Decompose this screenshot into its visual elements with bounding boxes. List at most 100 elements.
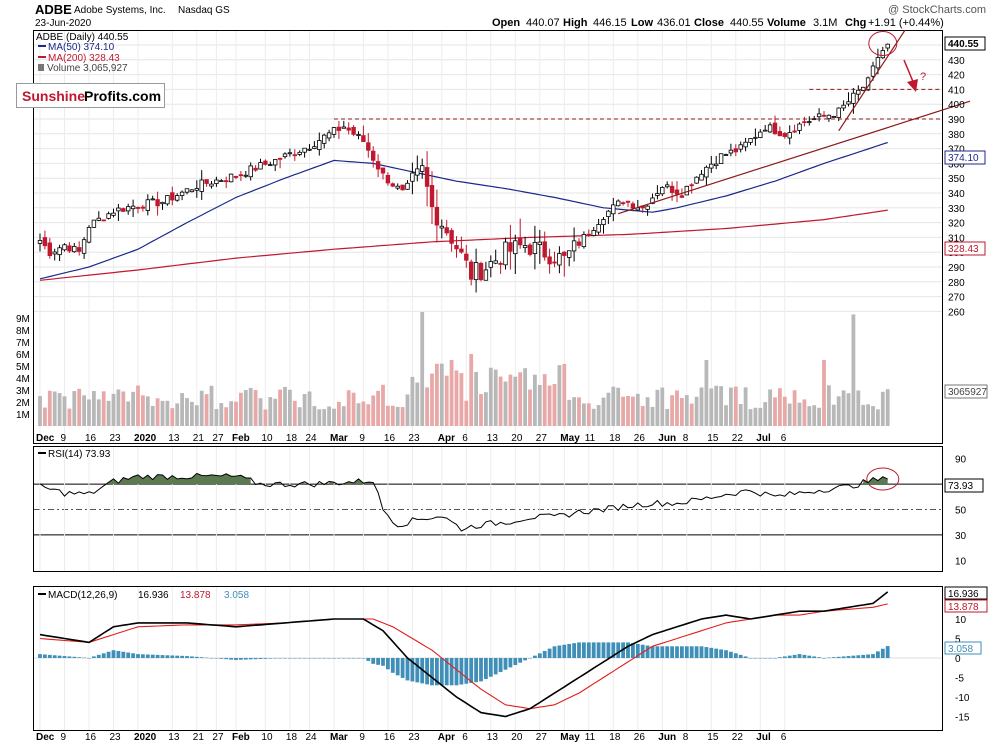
volume-bar: [101, 391, 106, 426]
candle-body: [91, 219, 97, 228]
macd-hist-bar: [611, 642, 616, 658]
volume-bar: [493, 369, 498, 426]
candle-body: [135, 207, 141, 209]
macd-hist-bar: [273, 658, 278, 659]
volume-bar: [430, 373, 434, 426]
macd-hist-bar: [729, 651, 733, 658]
macd-hist-bar: [400, 658, 405, 678]
macd-hist-bar: [552, 646, 557, 658]
volume-bar: [160, 400, 165, 426]
watermark: @ StockCharts.com: [888, 4, 986, 16]
volume-bar: [307, 391, 312, 426]
macd-hist-bar: [484, 658, 488, 680]
date-label-bottom: 23: [408, 732, 420, 743]
volume-bar: [488, 367, 493, 426]
volume-bar: [518, 372, 523, 426]
macd-hist-bar: [831, 657, 836, 658]
grid: [34, 31, 942, 730]
price-tick-label: 280: [948, 278, 965, 289]
date-label: 13: [168, 433, 180, 444]
macd-hist-bar: [283, 658, 287, 659]
candle-body: [302, 147, 307, 153]
candle-body: [591, 230, 596, 236]
macd-hist-bar: [738, 654, 743, 658]
hist-tag: 3.058: [948, 644, 973, 655]
date-label-bottom: 26: [634, 732, 646, 743]
macd-hist-bar: [229, 658, 233, 660]
volume-tick-label: 3M: [16, 386, 30, 397]
volume-bar: [111, 393, 116, 426]
candle-body: [586, 233, 591, 236]
candle-body: [277, 157, 283, 160]
macd-hist-bar: [190, 656, 194, 658]
ma200-tag-box: [944, 241, 986, 256]
macd-hist-bar: [596, 642, 601, 658]
macd-hist-bar: [351, 658, 356, 659]
macd-hist-bar: [185, 656, 189, 658]
date-label-bottom: Feb: [232, 732, 250, 743]
macd-hist-bar: [812, 656, 817, 658]
volume-bar: [346, 390, 351, 426]
support-trend-line: [618, 100, 971, 215]
volume-bar: [273, 398, 278, 426]
volume-bar: [439, 363, 444, 426]
candle-body: [581, 234, 587, 248]
price-tick-label: 400: [948, 100, 965, 111]
volume-bar: [621, 396, 625, 426]
candle-body: [454, 245, 459, 250]
candle-body: [821, 114, 827, 117]
macd-hist-bar: [96, 654, 101, 658]
candle-body: [650, 197, 655, 204]
volume-bar: [778, 388, 782, 426]
close-label: Close: [694, 17, 724, 29]
candle-body: [498, 262, 503, 265]
macd-hist-bar: [307, 658, 312, 659]
volume-bar: [841, 390, 846, 426]
volume-bar: [684, 395, 689, 426]
volume-bar: [302, 393, 307, 426]
macd-hist-bar: [655, 646, 660, 658]
volume-bar: [572, 397, 576, 426]
date-label-bottom: May: [560, 732, 580, 743]
candle-body: [714, 163, 719, 167]
candle-body: [616, 200, 621, 207]
candle-body: [380, 167, 386, 174]
candle-body: [272, 159, 278, 166]
candle-body: [444, 227, 449, 234]
candle-body: [150, 198, 155, 201]
date-label-bottom: 6: [781, 732, 787, 743]
high-value: 446.15: [593, 17, 627, 29]
macd-hist-bar: [435, 658, 439, 686]
candle-body: [665, 184, 670, 188]
candle-body: [772, 122, 778, 135]
macd-hist-bar: [567, 643, 572, 658]
signal-tag: 13.878: [948, 602, 979, 613]
candle-body: [199, 179, 204, 192]
volume-bar: [341, 406, 346, 426]
volume-bar: [96, 399, 101, 426]
candle-body: [816, 113, 822, 118]
logo-box: [16, 83, 165, 108]
volume-bar: [327, 406, 331, 426]
candle-body: [625, 200, 631, 203]
macd-hist-bar: [582, 642, 586, 658]
macd-hist-bar: [278, 658, 282, 659]
volume-bar: [248, 387, 253, 426]
macd-hist-bar: [748, 658, 753, 659]
candle-body: [527, 244, 533, 255]
volume-bar: [199, 390, 204, 426]
volume-bar: [782, 396, 787, 426]
volume-bar: [885, 389, 890, 426]
macd-hist-bar: [322, 658, 327, 659]
date-label: 22: [732, 433, 744, 444]
candle-body: [400, 184, 405, 191]
date-label: Jul: [756, 433, 771, 444]
macd-hist-bar: [43, 654, 47, 658]
macd-hist-bar: [366, 658, 371, 661]
macd-hist-bar: [469, 658, 474, 683]
volume-bar: [596, 405, 601, 426]
volume-bar: [435, 363, 439, 426]
macd-hist-bar: [253, 658, 258, 660]
macd-hist-bar: [861, 654, 866, 658]
volume-bar: [655, 389, 660, 426]
